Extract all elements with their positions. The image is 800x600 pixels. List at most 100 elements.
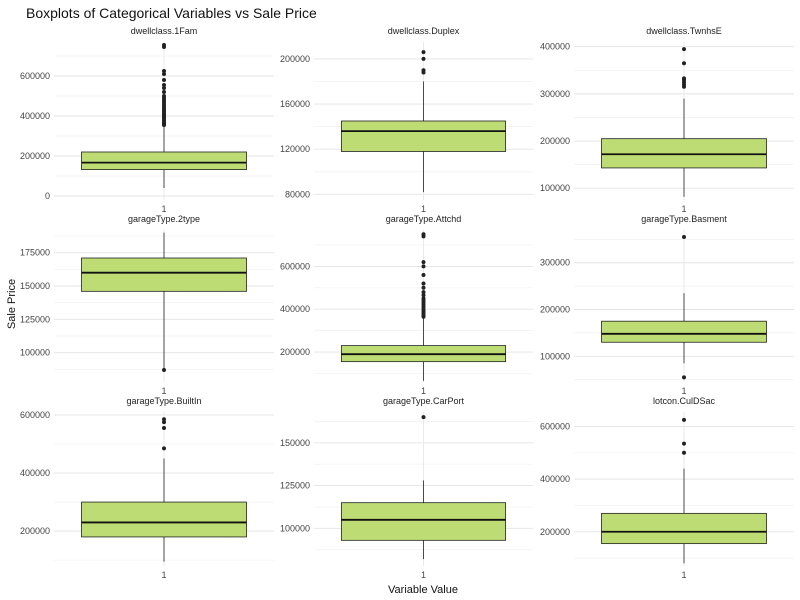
x-tick-label: 1 bbox=[161, 386, 166, 396]
outlier-point bbox=[421, 285, 426, 290]
outlier-point bbox=[421, 272, 426, 277]
facet-strip-label: dwellclass.1Fam bbox=[131, 26, 198, 36]
y-tick-label: 80000 bbox=[285, 189, 310, 199]
iqr-box bbox=[81, 257, 247, 292]
x-tick-label: 1 bbox=[161, 570, 166, 580]
outlier-point bbox=[162, 420, 166, 425]
y-tick-label: 120000 bbox=[280, 144, 310, 154]
facet-panel: garageType.Attchd 200000 400000 600000 1 bbox=[280, 214, 533, 396]
iqr-box bbox=[81, 501, 247, 538]
outlier-point bbox=[162, 86, 166, 90]
outlier-point bbox=[421, 281, 426, 286]
outlier-point bbox=[682, 235, 686, 240]
y-axis-label: Sale Price bbox=[6, 279, 18, 329]
outlier-point bbox=[682, 375, 686, 380]
outlier-point bbox=[421, 50, 426, 55]
x-tick-label: 1 bbox=[161, 204, 166, 214]
outlier-point bbox=[162, 425, 166, 430]
y-tick-label: 600000 bbox=[20, 410, 50, 420]
y-tick-label: 400000 bbox=[20, 111, 50, 121]
x-tick-label: 1 bbox=[681, 204, 686, 214]
outlier-point bbox=[162, 69, 166, 73]
facet-panel: garageType.BuiltIn 200000 400000 600000 1 bbox=[20, 396, 274, 580]
facet-strip-label: dwellclass.TwnhsE bbox=[646, 26, 722, 36]
y-tick-label: 200000 bbox=[540, 305, 570, 315]
outlier-point bbox=[682, 441, 686, 446]
y-tick-label: 200000 bbox=[540, 527, 570, 537]
y-tick-label: 150000 bbox=[20, 281, 50, 291]
outlier-point bbox=[162, 368, 166, 372]
outlier-point bbox=[682, 47, 686, 52]
facet-panel: garageType.Basment 100000 200000 300000 1 bbox=[540, 214, 794, 396]
y-tick-label: 100000 bbox=[540, 351, 570, 361]
y-tick-label: 600000 bbox=[280, 261, 310, 271]
facet-panel: dwellclass.TwnhsE 100000 200000 300000 40000… bbox=[540, 26, 794, 214]
facet-panel: dwellclass.Duplex 80000 120000 160000 200000… bbox=[280, 26, 533, 214]
facet-panel: lotcon.CulDSac 200000 400000 600000 1 bbox=[540, 396, 794, 580]
iqr-box bbox=[601, 138, 767, 169]
outlier-point bbox=[162, 72, 166, 76]
facet-strip-label: garageType.2type bbox=[128, 214, 200, 224]
outlier-point bbox=[162, 78, 166, 82]
x-tick-label: 1 bbox=[681, 386, 686, 396]
y-tick-label: 200000 bbox=[20, 526, 50, 536]
outlier-point bbox=[421, 68, 426, 73]
y-tick-label: 200000 bbox=[540, 136, 570, 146]
y-tick-label: 600000 bbox=[20, 71, 50, 81]
facet-strip-label: garageType.Basment bbox=[641, 214, 727, 224]
y-tick-label: 400000 bbox=[280, 304, 310, 314]
facet-panels: dwellclass.1Fam02000004000006000001dwell… bbox=[20, 26, 794, 580]
iqr-box bbox=[340, 502, 507, 541]
outlier-point bbox=[682, 417, 686, 422]
y-tick-label: 400000 bbox=[20, 468, 50, 478]
x-tick-label: 1 bbox=[421, 570, 426, 580]
outlier-point bbox=[682, 61, 686, 66]
outlier-point bbox=[421, 290, 426, 295]
y-tick-label: 400000 bbox=[540, 42, 570, 52]
outlier-point bbox=[421, 264, 426, 269]
outlier-point bbox=[421, 296, 426, 301]
facet-strip-label: garageType.BuiltIn bbox=[126, 396, 201, 406]
y-tick-label: 300000 bbox=[540, 89, 570, 99]
facet-panel: dwellclass.1Fam 0 200000 400000 600000 1 bbox=[20, 26, 274, 214]
y-tick-label: 0 bbox=[45, 191, 50, 201]
y-tick-label: 200000 bbox=[280, 54, 310, 64]
y-tick-label: 160000 bbox=[280, 99, 310, 109]
x-tick-label: 1 bbox=[421, 204, 426, 214]
y-tick-label: 200000 bbox=[20, 151, 50, 161]
outlier-point bbox=[162, 94, 166, 98]
chart-title: Boxplots of Categorical Variables vs Sal… bbox=[26, 5, 317, 21]
outlier-point bbox=[421, 293, 426, 298]
x-tick-label: 1 bbox=[681, 570, 686, 580]
y-tick-label: 100000 bbox=[540, 183, 570, 193]
iqr-box bbox=[601, 512, 767, 545]
facet-panel: garageType.2type 100000 125000 150000 175000… bbox=[20, 214, 274, 396]
outlier-point bbox=[682, 450, 686, 455]
facet-panel: garageType.CarPort 100000 125000 150000 1 bbox=[280, 396, 533, 580]
outlier-point bbox=[421, 56, 426, 61]
y-tick-label: 125000 bbox=[20, 314, 50, 324]
y-tick-label: 300000 bbox=[540, 258, 570, 268]
y-tick-label: 175000 bbox=[20, 248, 50, 258]
y-tick-label: 150000 bbox=[280, 438, 310, 448]
y-tick-label: 200000 bbox=[280, 347, 310, 357]
iqr-box bbox=[340, 120, 507, 152]
outlier-point bbox=[421, 260, 426, 265]
iqr-box bbox=[601, 320, 767, 343]
iqr-box bbox=[81, 151, 247, 171]
facet-strip-label: garageType.Attchd bbox=[386, 214, 462, 224]
outlier-point bbox=[162, 83, 166, 87]
outlier-point bbox=[682, 76, 686, 81]
outlier-point bbox=[162, 90, 166, 94]
facet-strip-label: lotcon.CulDSac bbox=[653, 396, 716, 406]
y-tick-label: 600000 bbox=[540, 421, 570, 431]
y-tick-label: 100000 bbox=[280, 523, 310, 533]
outlier-point bbox=[421, 232, 426, 237]
x-axis-label: Variable Value bbox=[388, 584, 458, 596]
y-tick-label: 125000 bbox=[280, 481, 310, 491]
facet-strip-label: garageType.CarPort bbox=[383, 396, 465, 406]
outlier-point bbox=[421, 415, 426, 420]
facet-strip-label: dwellclass.Duplex bbox=[388, 26, 460, 36]
